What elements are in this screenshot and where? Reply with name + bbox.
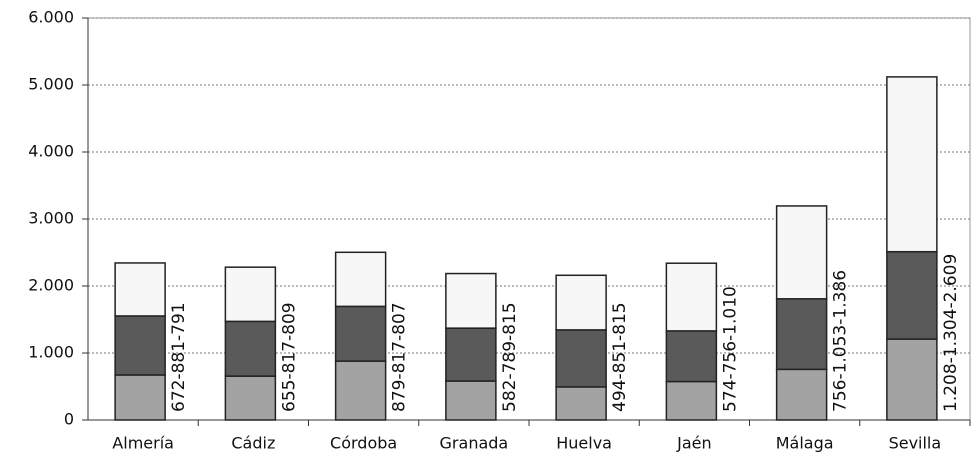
stack-label: 1.208-1.304-2.609 bbox=[941, 254, 961, 412]
bar-segment bbox=[334, 305, 387, 362]
bar-segment bbox=[445, 380, 497, 421]
stack-label: 756-1.053-1.386 bbox=[831, 270, 851, 412]
bar-segment bbox=[224, 320, 277, 377]
bar-segment bbox=[665, 380, 718, 421]
y-tick-label: 0 bbox=[64, 410, 74, 429]
x-tick-label: Granada bbox=[440, 434, 509, 453]
x-tick-label: Córdoba bbox=[330, 434, 397, 453]
bar-segment bbox=[886, 76, 938, 253]
y-tick-label: 2.000 bbox=[28, 276, 74, 295]
bar-segment bbox=[114, 315, 166, 376]
bar-segment bbox=[555, 386, 607, 421]
stack-label: 574-756-1.010 bbox=[720, 286, 740, 412]
stack-label: 672-881-791 bbox=[169, 302, 189, 412]
stack-label: 655-817-809 bbox=[279, 302, 299, 412]
y-tick-label: 6.000 bbox=[28, 8, 74, 27]
stack-label: 582-789-815 bbox=[500, 302, 520, 412]
bar-segment bbox=[555, 329, 607, 388]
stack-label: 879-817-807 bbox=[390, 302, 410, 412]
bar-segment bbox=[775, 368, 828, 421]
bar-segment bbox=[224, 266, 277, 323]
bar-segment bbox=[334, 360, 387, 421]
bar-segment bbox=[224, 375, 277, 421]
bar-segment bbox=[334, 251, 387, 308]
x-tick-label: Huelva bbox=[556, 434, 612, 453]
bar-segment bbox=[886, 250, 938, 340]
stack-label: 494-851-815 bbox=[610, 302, 630, 412]
bar-segment bbox=[775, 298, 828, 371]
bar-segment bbox=[445, 327, 497, 382]
x-tick-label: Almería bbox=[112, 434, 174, 453]
bar-segment bbox=[555, 274, 607, 331]
x-tick-label: Jaén bbox=[676, 434, 712, 453]
bar-segment bbox=[886, 338, 938, 421]
x-tick-label: Cádiz bbox=[231, 434, 275, 453]
bar-segment bbox=[114, 374, 166, 421]
x-tick-label: Málaga bbox=[776, 434, 834, 453]
y-tick-label: 5.000 bbox=[28, 75, 74, 94]
bar-segment bbox=[775, 205, 828, 300]
y-tick-label: 3.000 bbox=[28, 209, 74, 228]
y-tick-label: 4.000 bbox=[28, 142, 74, 161]
bar-segment bbox=[665, 330, 718, 383]
y-tick-label: 1.000 bbox=[28, 343, 74, 362]
bar-segment bbox=[114, 262, 166, 317]
bar-segment bbox=[665, 262, 718, 332]
x-tick-label: Sevilla bbox=[889, 434, 942, 453]
bar-segment bbox=[445, 272, 497, 329]
